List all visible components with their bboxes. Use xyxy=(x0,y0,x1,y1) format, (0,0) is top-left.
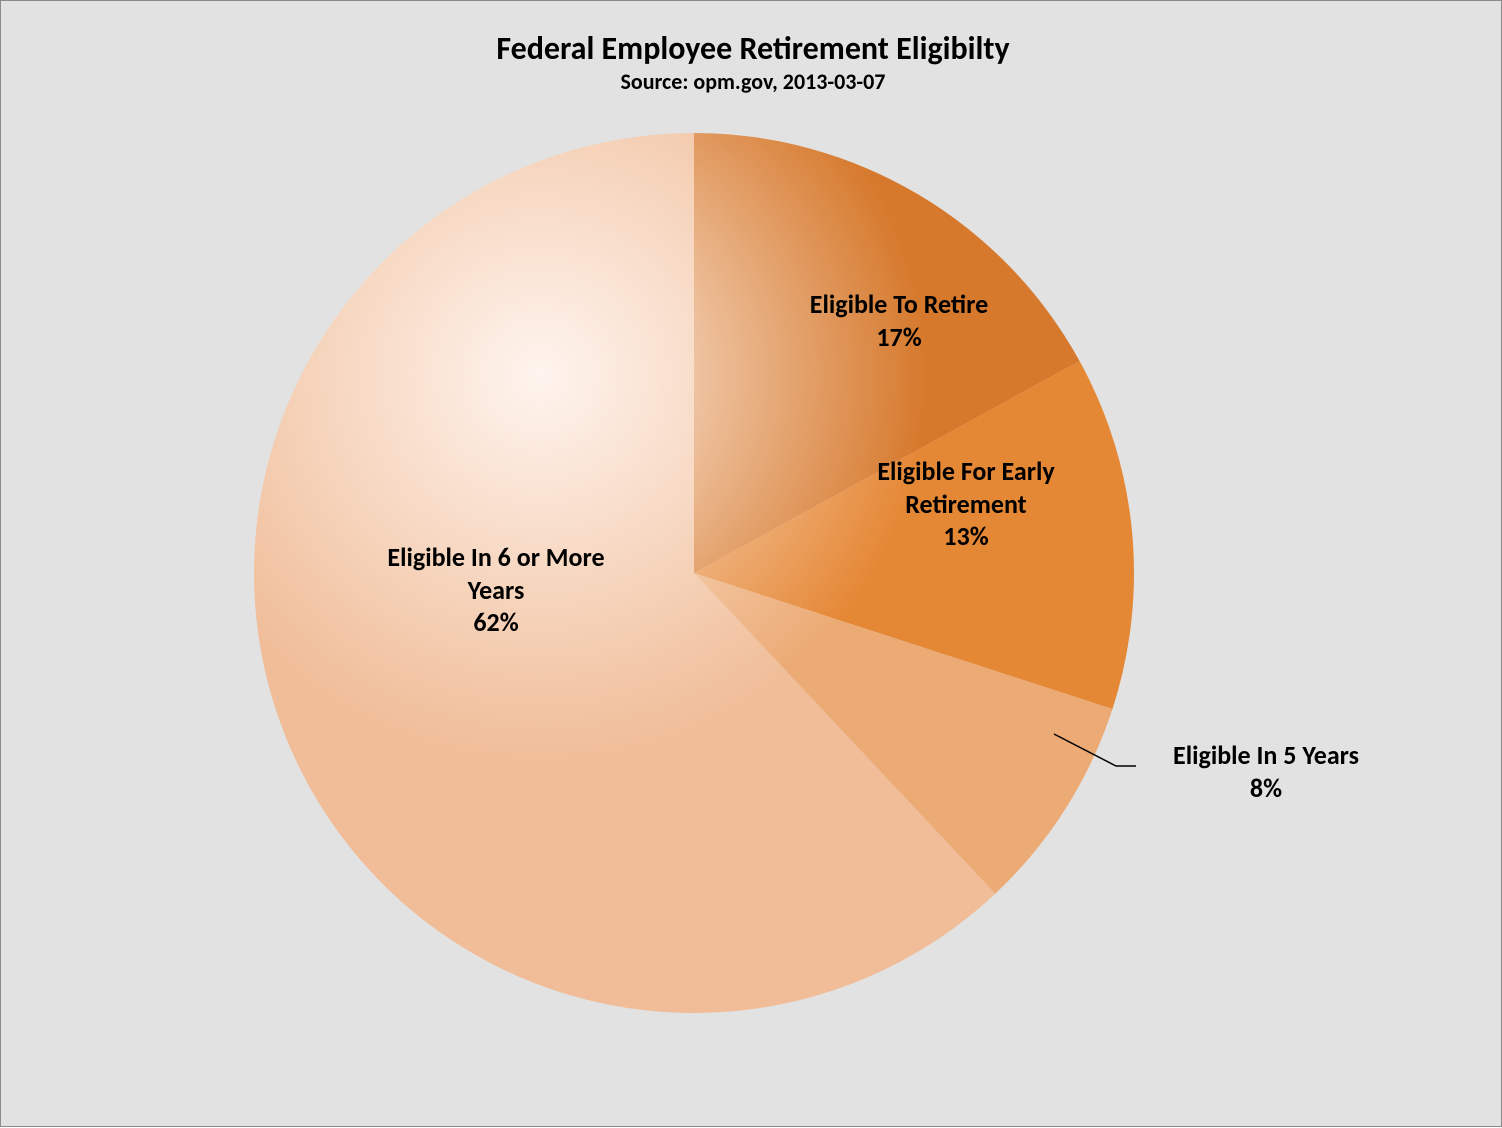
data-label: Eligible For Early Retirement 13% xyxy=(826,455,1106,553)
pie-chart: Federal Employee Retirement Eligibilty S… xyxy=(0,0,1502,1127)
data-label: Eligible In 5 Years 8% xyxy=(1136,739,1396,804)
data-label: Eligible To Retire 17% xyxy=(759,288,1039,353)
pie-plot xyxy=(1,1,1502,1128)
data-label: Eligible In 6 or More Years 62% xyxy=(336,541,656,639)
